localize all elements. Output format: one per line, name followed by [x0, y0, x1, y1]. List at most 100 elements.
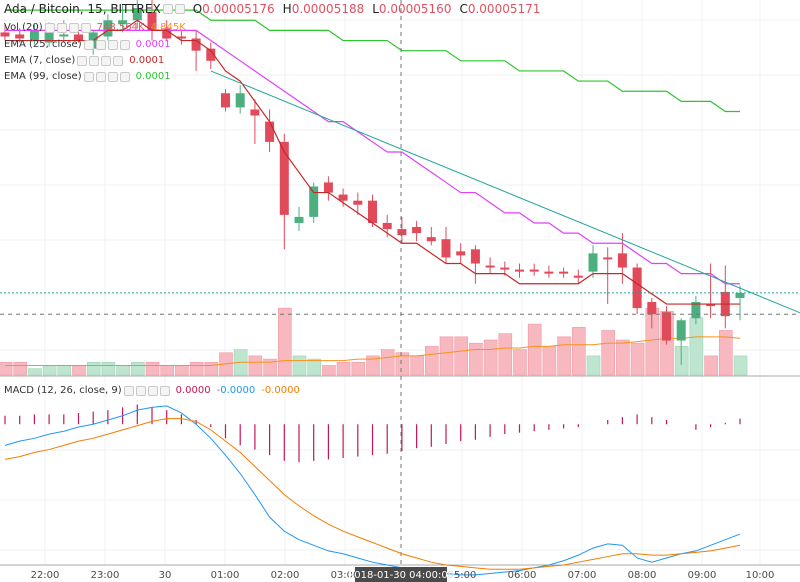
volume-bar [101, 361, 116, 376]
volume-bar [145, 361, 160, 376]
ema99-value: 0.0001 [135, 71, 171, 82]
volume-bar [248, 355, 263, 376]
more-icon[interactable] [159, 385, 170, 396]
volume-bar [42, 365, 57, 376]
candle-body [735, 292, 745, 298]
volume-bar [189, 361, 204, 376]
volume-bar [366, 355, 380, 376]
candle-body [279, 141, 289, 215]
ema7-line [5, 19, 740, 305]
trend-line [210, 70, 800, 314]
volume-bar [542, 346, 557, 376]
eye-icon[interactable] [174, 4, 185, 14]
more-icon[interactable] [113, 55, 124, 66]
macd-legend: MACD (12, 26, close, 9) 0.0000 -0.0000 -… [4, 385, 300, 396]
macd-line [4, 405, 741, 576]
more-icon[interactable] [119, 39, 130, 50]
macd-line-value: -0.0000 [216, 385, 256, 396]
candle-body [485, 265, 495, 268]
ema7-label: EMA (7, close) [4, 55, 76, 66]
candle-body [529, 269, 539, 272]
close-icon[interactable] [107, 39, 118, 50]
candle-body [323, 182, 333, 193]
crosshair-time-badge [355, 567, 447, 582]
candle-body [29, 30, 39, 41]
close-icon[interactable] [68, 22, 79, 33]
macd-signal-value: -0.0000 [261, 385, 300, 396]
candle-body [676, 320, 686, 341]
symbol-title: Ada / Bitcoin, 15, BITTREX [4, 2, 161, 16]
close-icon[interactable] [147, 385, 158, 396]
close-value: 0.00005171 [467, 2, 541, 16]
close-icon[interactable] [107, 71, 118, 82]
eye-icon[interactable] [83, 39, 94, 50]
eye-icon[interactable] [77, 55, 88, 66]
ema99-line [5, 9, 740, 113]
candle-body [176, 36, 186, 39]
candle-body [250, 109, 260, 116]
volume-bar [72, 365, 86, 376]
volume-bar [277, 307, 292, 376]
macd-label: MACD (12, 26, close, 9) [4, 385, 122, 396]
candle-body [691, 302, 701, 319]
volume-bar [483, 339, 498, 376]
volume-bar [263, 358, 277, 376]
volume-bar [410, 355, 424, 376]
volume-bar [689, 317, 704, 376]
volume-legend-label: Vol (20) [4, 22, 43, 33]
candle-body [147, 12, 157, 31]
ema7-value: 0.0001 [129, 55, 165, 66]
settings-icon[interactable] [135, 385, 146, 396]
volume-bar [322, 365, 336, 376]
volume-legend: Vol (20) 748.564K 4.845K [4, 22, 186, 33]
volume-bar [307, 358, 322, 376]
volume-bar [630, 342, 645, 376]
settings-icon[interactable] [95, 71, 106, 82]
settings-icon[interactable] [56, 22, 67, 33]
eye-icon[interactable] [83, 71, 94, 82]
ema25-value: 0.0001 [135, 39, 171, 50]
candle-body [617, 253, 627, 268]
volume-bar [175, 365, 189, 376]
eye-icon[interactable] [44, 22, 55, 33]
candle-body [221, 93, 230, 108]
more-icon[interactable] [80, 22, 91, 33]
ema99-legend: EMA (99, close) 0.0001 [4, 71, 171, 82]
candle-body [103, 20, 113, 37]
time-tick-label: 08:00 [628, 570, 657, 581]
close-icon[interactable] [101, 55, 112, 66]
time-tick-label: 01:00 [211, 570, 240, 581]
volume-bar [351, 361, 366, 376]
volume-bar [498, 333, 513, 376]
time-tick-label: 03:00 [331, 570, 360, 581]
open-value: 0.00005176 [202, 2, 275, 16]
volume-bar [116, 365, 130, 376]
moving-average-lines [0, 0, 800, 565]
more-icon[interactable] [119, 71, 130, 82]
volume-bar [469, 342, 483, 376]
macd-hist-value: 0.0000 [175, 385, 211, 396]
volume-bar [601, 330, 616, 376]
macd-pane [4, 404, 741, 576]
volume-bar [733, 355, 748, 376]
candle-body [647, 302, 657, 315]
candle-body [456, 251, 466, 256]
close-label: C [459, 2, 468, 16]
candle-body [559, 271, 569, 274]
time-tick-label: 23:00 [91, 570, 120, 581]
time-tick-label: 05:00 [448, 570, 477, 581]
collapse-icon[interactable] [162, 4, 173, 14]
candle-body [515, 269, 524, 272]
eye-icon[interactable] [123, 385, 134, 396]
settings-icon[interactable] [95, 39, 106, 50]
settings-icon[interactable] [89, 55, 100, 66]
volume-bar [704, 355, 718, 376]
candle-body [706, 304, 716, 307]
volume-ma-value: 4.845K [150, 22, 186, 33]
candle-body [44, 32, 54, 43]
candle-body [632, 267, 642, 309]
time-axis: 22:00 23:00 30 01:00 02:00 03:00 05:00 06:00 07:… [31, 567, 774, 582]
time-tick-label: 02:00 [271, 570, 300, 581]
candle-body [15, 34, 25, 39]
